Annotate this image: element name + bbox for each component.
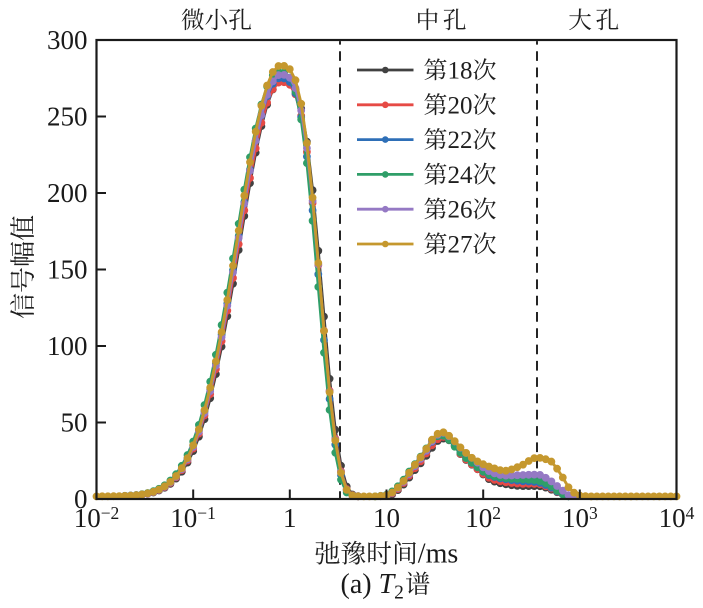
svg-text:10−1: 10−1 [170, 503, 216, 533]
svg-text:20: 20 [448, 92, 473, 119]
svg-text:24: 24 [448, 162, 474, 189]
svg-text:100: 100 [47, 331, 88, 361]
svg-text:(a) T2: (a) T2 [341, 569, 404, 604]
svg-text:22: 22 [448, 127, 473, 154]
svg-text:1: 1 [283, 503, 297, 533]
svg-text:26: 26 [448, 197, 473, 224]
svg-text:250: 250 [47, 101, 88, 131]
svg-text:10: 10 [373, 503, 400, 533]
svg-text:0: 0 [74, 484, 88, 514]
svg-text:150: 150 [47, 254, 88, 284]
svg-text:/ms: /ms [418, 539, 458, 570]
svg-text:300: 300 [47, 25, 88, 55]
svg-text:200: 200 [47, 178, 88, 208]
svg-text:27: 27 [448, 232, 473, 259]
svg-text:50: 50 [61, 407, 88, 437]
svg-text:18: 18 [448, 58, 473, 85]
